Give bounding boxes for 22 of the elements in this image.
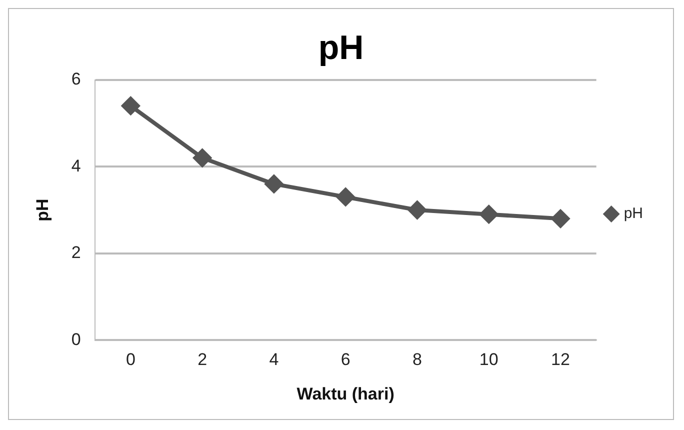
point	[336, 188, 355, 206]
point	[193, 148, 212, 167]
y-tick-label: 0	[71, 330, 81, 349]
point	[480, 205, 498, 224]
y-tick-label: 4	[71, 156, 81, 176]
legend-label: pH	[624, 205, 644, 222]
x-tick-label: 12	[551, 350, 570, 370]
point	[408, 201, 426, 219]
x-tick-label: 4	[269, 350, 279, 370]
point	[552, 210, 570, 228]
y-tick-label: 6	[71, 69, 81, 88]
point	[122, 96, 140, 115]
x-tick-label: 6	[340, 350, 350, 370]
y-tick-label: 2	[71, 243, 81, 262]
x-tick-label: 0	[126, 350, 136, 370]
x-tick-label: 8	[412, 350, 422, 370]
x-tick-label: 2	[198, 350, 208, 370]
y-axis-title: pH	[32, 198, 52, 222]
x-axis-title: Waktu (hari)	[296, 384, 394, 404]
chart-title: pH	[318, 28, 364, 67]
point	[264, 174, 283, 193]
x-tick-label: 10	[479, 350, 498, 370]
